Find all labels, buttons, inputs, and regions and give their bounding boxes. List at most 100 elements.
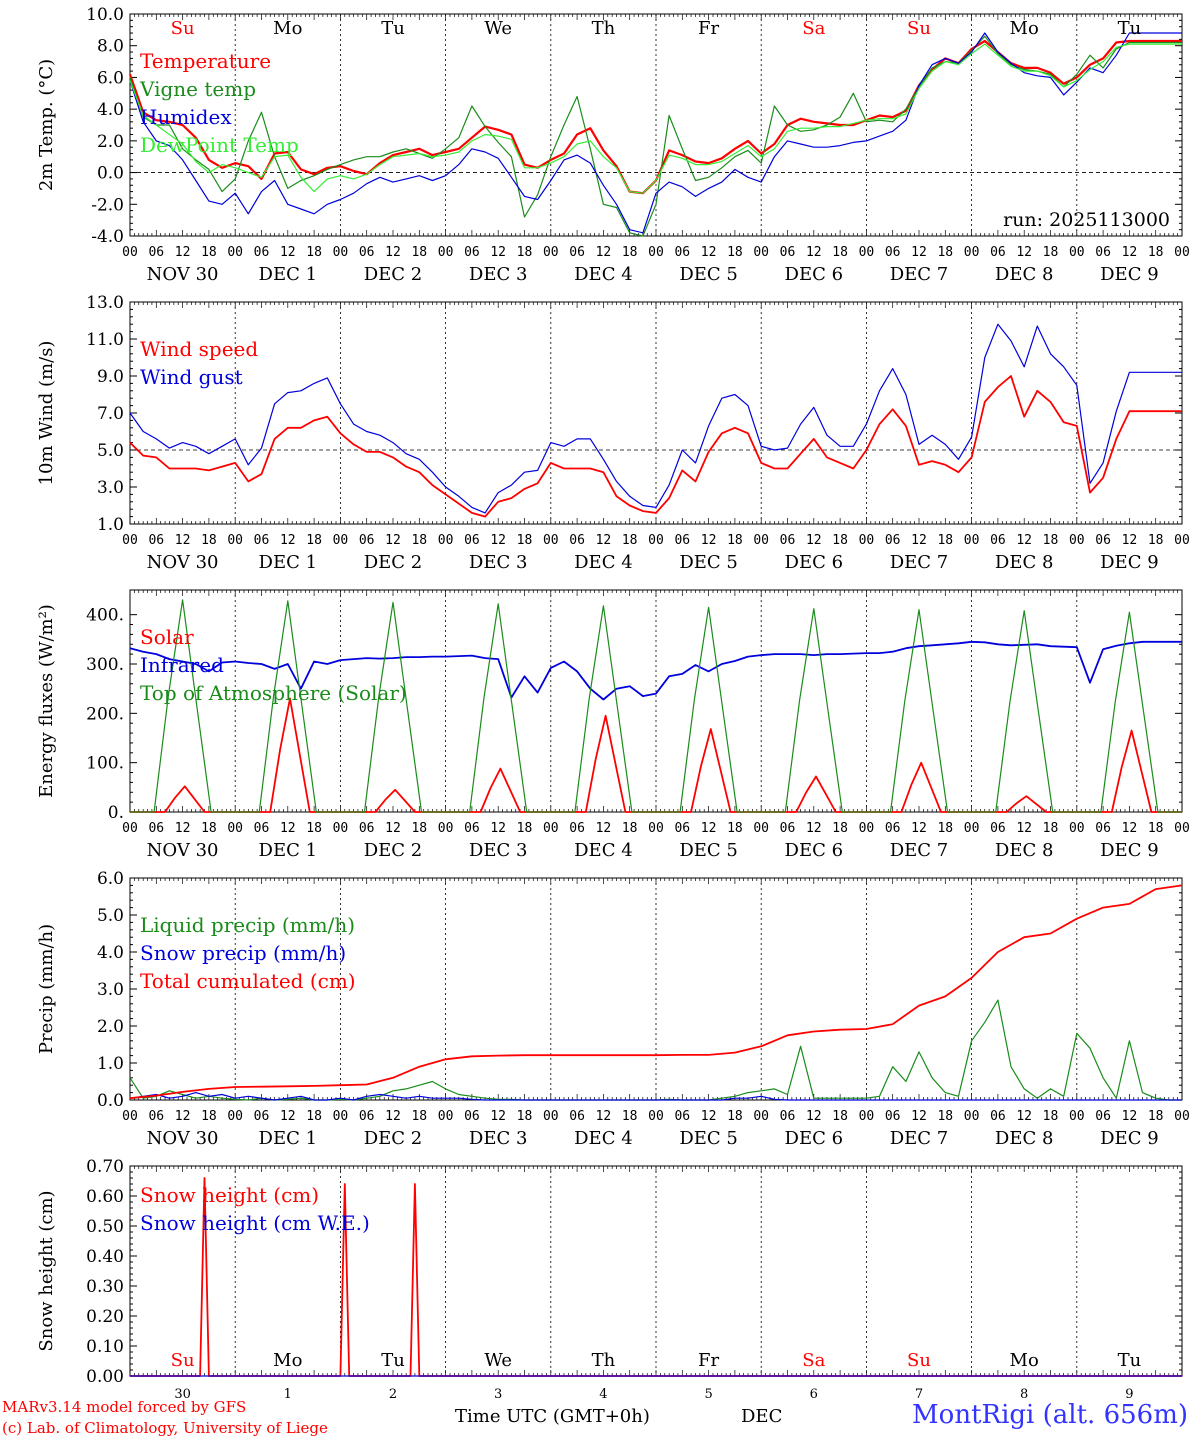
hour-tick-label: 00 — [543, 245, 559, 260]
date-label: DEC 8 — [995, 264, 1054, 285]
day-number: 7 — [915, 1387, 923, 1402]
hour-tick-label: 12 — [596, 1109, 612, 1124]
hour-tick-label: 06 — [990, 245, 1006, 260]
weekday-label: Tu — [381, 1350, 405, 1371]
hour-tick-label: 18 — [832, 533, 848, 548]
hour-tick-label: 00 — [964, 1109, 980, 1124]
panel-3: 0. 100. 200. 300. 400. Energy fluxes (W/m²) 00… — [36, 589, 1190, 861]
hour-tick-label: 06 — [990, 533, 1006, 548]
y-tick-label: 0.10 — [86, 1337, 124, 1357]
hour-tick-label: 06 — [254, 821, 270, 836]
date-label: NOV 30 — [147, 840, 219, 861]
hour-tick-label: 00 — [543, 1109, 559, 1124]
hour-tick-label: 12 — [911, 821, 927, 836]
weekday-label: Mo — [273, 1350, 302, 1371]
hour-tick-label: 18 — [411, 1109, 427, 1124]
y-tick-label: 13.0 — [86, 293, 124, 313]
hour-tick-label: 18 — [201, 1109, 217, 1124]
hour-tick-label: 06 — [148, 533, 164, 548]
legend-entry: Temperature — [140, 49, 271, 73]
hour-tick-label: 12 — [175, 533, 191, 548]
hour-tick-label: 06 — [990, 1109, 1006, 1124]
hour-tick-label: 18 — [306, 1109, 322, 1124]
hour-tick-label: 12 — [490, 533, 506, 548]
date-label: DEC 1 — [259, 1128, 318, 1149]
hour-tick-label: 12 — [280, 245, 296, 260]
hour-tick-label: 00 — [438, 245, 454, 260]
hour-tick-label: 00 — [859, 533, 875, 548]
date-label: DEC 1 — [259, 552, 318, 573]
hour-tick-label: 06 — [569, 533, 585, 548]
hour-tick-label: 00 — [859, 821, 875, 836]
date-label: DEC 4 — [574, 1128, 633, 1149]
hour-tick-label: 18 — [622, 821, 638, 836]
date-label: DEC 7 — [890, 552, 949, 573]
hour-tick-label: 06 — [780, 245, 796, 260]
hour-tick-label: 06 — [254, 533, 270, 548]
hour-tick-label: 06 — [674, 245, 690, 260]
legend-entry: Liquid precip (mm/h) — [140, 913, 355, 937]
hour-tick-label: 12 — [911, 533, 927, 548]
hour-tick-label: 06 — [254, 245, 270, 260]
day-number: 2 — [389, 1387, 397, 1402]
y-tick-label: 2.0 — [97, 132, 124, 152]
weekday-label: Mo — [1010, 1350, 1039, 1371]
hour-tick-label: 00 — [543, 821, 559, 836]
y-tick-label: 1.0 — [97, 1054, 124, 1074]
hour-tick-label: 12 — [175, 1109, 191, 1124]
hour-tick-label: 06 — [464, 533, 480, 548]
hour-tick-label: 00 — [964, 533, 980, 548]
hour-tick-label: 06 — [359, 821, 375, 836]
station-label: MontRigi (alt. 656m) — [912, 1400, 1188, 1430]
hour-tick-label: 00 — [227, 245, 243, 260]
hour-tick-label: 06 — [780, 1109, 796, 1124]
hour-tick-label: 00 — [1069, 533, 1085, 548]
y-tick-label: 0.30 — [86, 1277, 124, 1297]
hour-tick-label: 12 — [806, 1109, 822, 1124]
time-axis-label: Time UTC (GMT+0h) — [455, 1406, 650, 1427]
day-number: 1 — [284, 1387, 292, 1402]
y-tick-label: 3.0 — [97, 980, 124, 1000]
series-line-wind-gust — [129, 323, 1182, 514]
month-label: DEC — [741, 1406, 783, 1427]
weekday-label: Su — [907, 1350, 931, 1371]
date-label: DEC 9 — [1100, 840, 1159, 861]
weekday-label: Fr — [698, 1350, 719, 1371]
hour-tick-label: 12 — [806, 533, 822, 548]
date-label: DEC 3 — [469, 1128, 528, 1149]
series-line-dewpoint-temp — [129, 43, 1182, 194]
y-tick-label: 1.0 — [97, 515, 124, 535]
date-label: DEC 4 — [574, 552, 633, 573]
hour-tick-label: 12 — [1016, 245, 1032, 260]
hour-tick-label: 00 — [227, 533, 243, 548]
day-number: 8 — [1020, 1387, 1028, 1402]
hour-tick-label: 18 — [832, 1109, 848, 1124]
date-label: DEC 7 — [890, 264, 949, 285]
hour-tick-label: 00 — [438, 821, 454, 836]
date-label: DEC 8 — [995, 552, 1054, 573]
date-label: DEC 3 — [469, 552, 528, 573]
y-axis-label: Precip (mm/h) — [36, 924, 57, 1054]
hour-tick-label: 06 — [990, 821, 1006, 836]
hour-tick-label: 12 — [1016, 533, 1032, 548]
hour-tick-label: 18 — [1043, 1109, 1059, 1124]
weekday-label: Mo — [273, 18, 302, 39]
hour-tick-label: 00 — [122, 533, 138, 548]
hour-tick-label: 06 — [359, 1109, 375, 1124]
hour-tick-label: 12 — [385, 1109, 401, 1124]
hour-tick-label: 06 — [569, 245, 585, 260]
y-axis-label: Energy fluxes (W/m²) — [36, 604, 57, 798]
hour-tick-label: 18 — [727, 821, 743, 836]
y-tick-label: 2.0 — [97, 1017, 124, 1037]
hour-tick-label: 12 — [280, 1109, 296, 1124]
date-label: NOV 30 — [147, 264, 219, 285]
hour-tick-label: 00 — [859, 1109, 875, 1124]
y-tick-label: 0.20 — [86, 1307, 124, 1327]
hour-tick-label: 00 — [227, 1109, 243, 1124]
y-tick-label: 9.0 — [97, 367, 124, 387]
weekday-label: Su — [907, 18, 931, 39]
hour-tick-label: 18 — [832, 821, 848, 836]
legend-entry: Total cumulated (cm) — [140, 969, 356, 993]
legend-entry: Snow height (cm) — [140, 1183, 319, 1207]
hour-tick-label: 00 — [753, 821, 769, 836]
